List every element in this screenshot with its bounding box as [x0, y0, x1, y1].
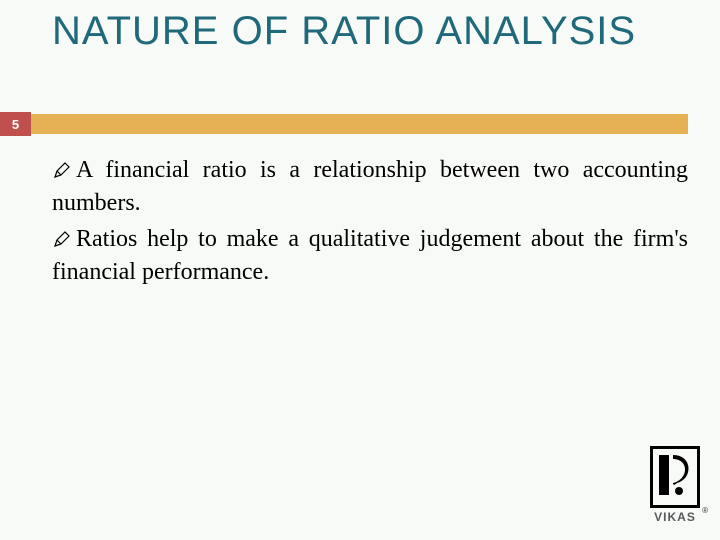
registered-symbol: ® [702, 506, 709, 515]
divider-bar [31, 114, 688, 134]
logo-mark [650, 446, 700, 508]
content-area: A financial ratio is a relationship betw… [52, 155, 688, 293]
bullet-item: A financial ratio is a relationship betw… [52, 155, 688, 218]
slide-title: NATURE OF RATIO ANALYSIS [52, 8, 636, 55]
slide: NATURE OF RATIO ANALYSIS 5 A financial r… [0, 0, 720, 540]
page-number: 5 [12, 117, 19, 132]
logo-text: VIKAS ® [650, 510, 700, 524]
bullet-text: Ratios help to make a qualitative judgem… [52, 226, 688, 285]
bullet-text: A financial ratio is a relationship betw… [52, 157, 688, 216]
page-number-badge: 5 [0, 112, 31, 136]
bullet-item: Ratios help to make a qualitative judgem… [52, 224, 688, 287]
publisher-logo: VIKAS ® [650, 446, 700, 524]
pen-icon [52, 227, 72, 257]
pen-icon [52, 158, 72, 188]
